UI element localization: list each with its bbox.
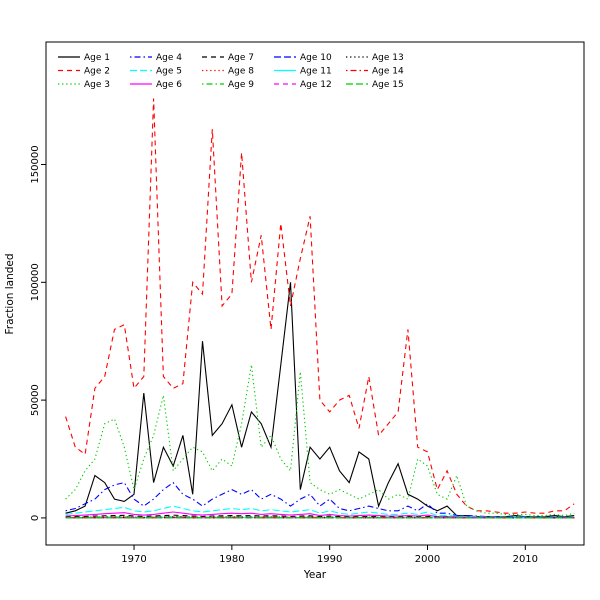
legend-label-age-3: Age 3 [84, 80, 110, 90]
legend-label-age-2: Age 2 [84, 67, 110, 77]
legend-entry-age-1: Age 1 [58, 53, 110, 63]
legend-label-age-10: Age 10 [300, 53, 332, 63]
legend-entry-age-3: Age 3 [58, 80, 110, 90]
legend-label-age-6: Age 6 [156, 80, 182, 90]
legend-entry-age-12: Age 12 [274, 80, 332, 90]
plot-border [45, 41, 585, 546]
legend-entry-age-11: Age 11 [274, 67, 332, 77]
y-tick-label: 150000 [30, 145, 41, 183]
legend-entry-age-14: Age 14 [346, 67, 404, 77]
series-line-age-1 [65, 282, 575, 518]
legend-label-age-14: Age 14 [372, 67, 404, 77]
legend-entry-age-5: Age 5 [130, 67, 182, 77]
legend-label-age-4: Age 4 [156, 53, 182, 63]
legend-label-age-9: Age 9 [228, 80, 254, 90]
legend-entry-age-15: Age 15 [346, 80, 404, 90]
legend-label-age-12: Age 12 [300, 80, 332, 90]
series-line-age-4 [65, 481, 575, 518]
legend-label-age-5: Age 5 [156, 67, 182, 77]
y-tick-label: 100000 [30, 263, 41, 301]
x-tick-label: 2000 [415, 554, 440, 565]
legend-entry-age-13: Age 13 [346, 53, 404, 63]
legend-entry-age-8: Age 8 [202, 67, 254, 77]
legend-entry-age-7: Age 7 [202, 53, 254, 63]
legend-entry-age-6: Age 6 [130, 80, 182, 90]
x-axis-title: Year [303, 569, 327, 581]
y-tick-label: 50000 [30, 384, 41, 416]
y-tick-label: 0 [30, 515, 41, 521]
series-line-age-3 [65, 364, 575, 517]
y-axis-title: Fraction landed [4, 253, 16, 334]
legend-entry-age-2: Age 2 [58, 67, 110, 77]
x-tick-label: 1990 [317, 554, 342, 565]
series-line-age-5 [65, 505, 575, 518]
x-tick-label: 2010 [513, 554, 538, 565]
plot-area: 1970 1980 1990 2000 2010 0 50000 100000 150000 Ag… [30, 41, 585, 565]
legend-entry-age-9: Age 9 [202, 80, 254, 90]
x-tick-label: 1970 [121, 554, 146, 565]
legend-label-age-11: Age 11 [300, 67, 332, 77]
legend-label-age-15: Age 15 [372, 80, 404, 90]
legend-entry-age-10: Age 10 [274, 53, 332, 63]
series-line-age-2 [65, 98, 575, 514]
legend-label-age-7: Age 7 [228, 53, 254, 63]
legend-label-age-8: Age 8 [228, 67, 254, 77]
x-tick-label: 1980 [219, 554, 244, 565]
legend-label-age-13: Age 13 [372, 53, 404, 63]
legend-label-age-1: Age 1 [84, 53, 110, 63]
legend-entry-age-4: Age 4 [130, 53, 182, 63]
